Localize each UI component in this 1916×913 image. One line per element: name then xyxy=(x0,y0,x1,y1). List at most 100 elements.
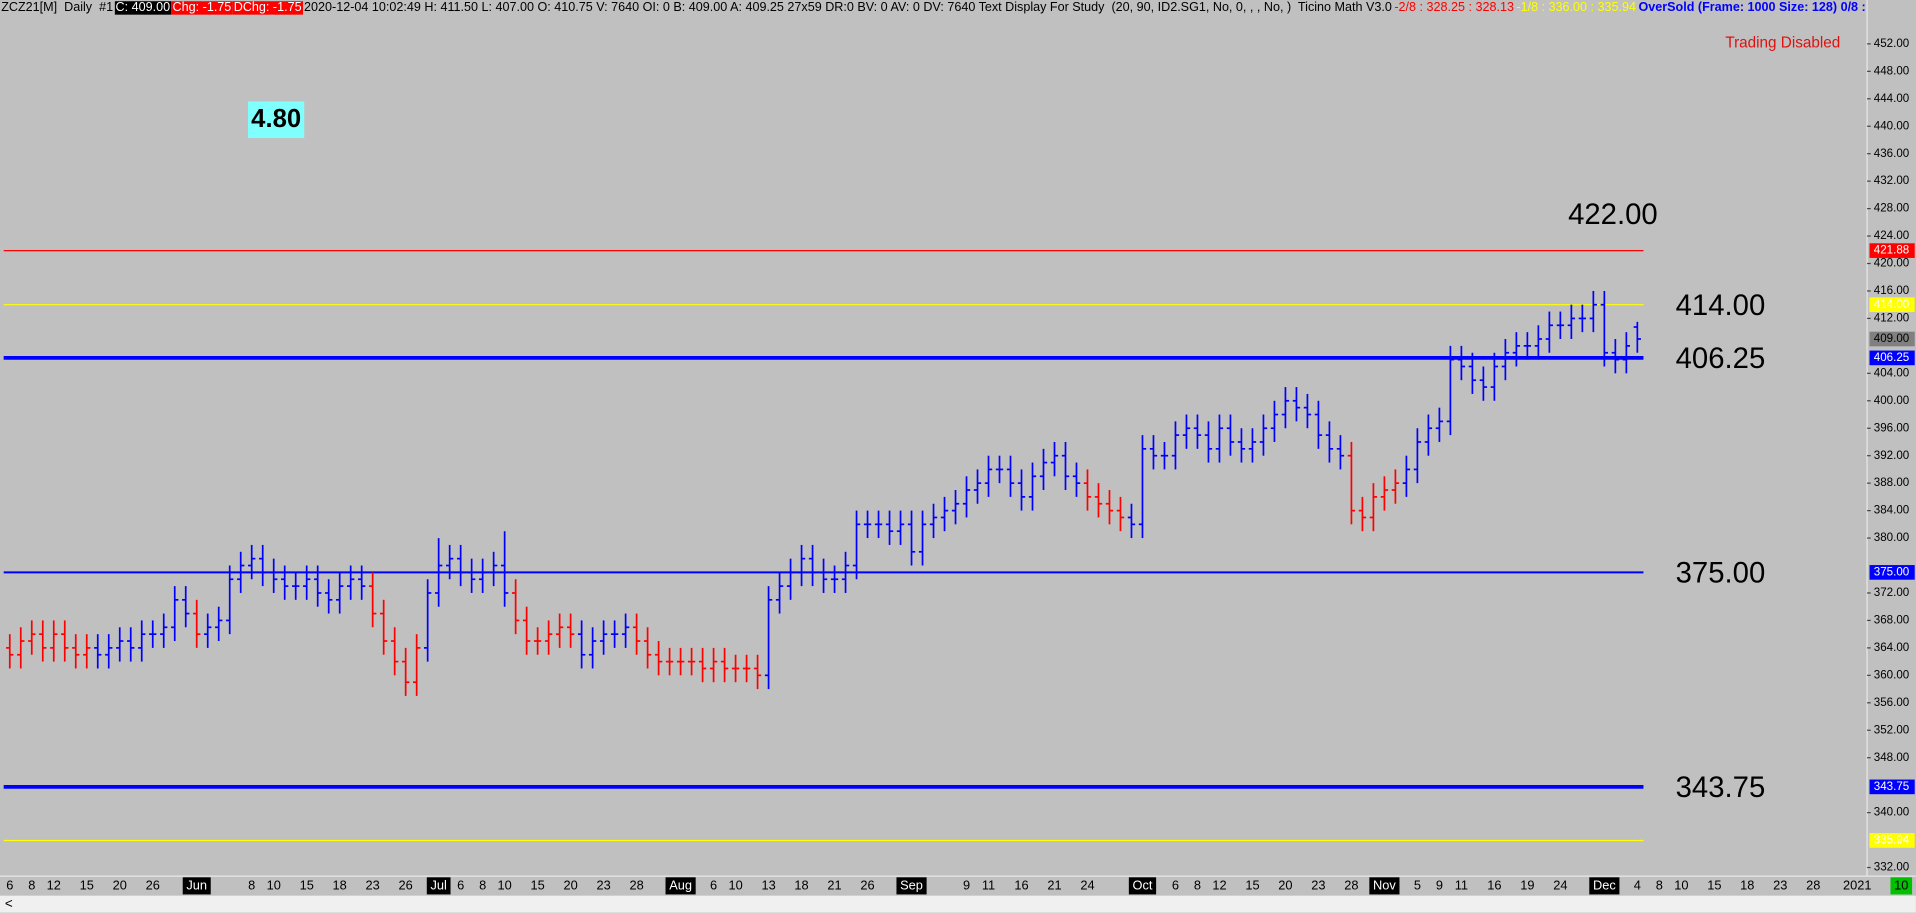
x-tick-label: 5 xyxy=(1414,877,1421,892)
x-tick-label: 23 xyxy=(366,877,380,892)
x-tick-label: 10 xyxy=(1894,877,1908,892)
x-tick-label: 23 xyxy=(1773,877,1787,892)
x-tick-label: 12 xyxy=(1212,877,1226,892)
x-tick-label: 10 xyxy=(728,877,742,892)
x-tick-label: Dec xyxy=(1593,877,1616,892)
level-marker xyxy=(1869,243,1915,258)
level-marker-label: 414.00 xyxy=(1874,298,1909,311)
last-close: C: 409.00 xyxy=(114,1,172,15)
y-tick-label: 356.00 xyxy=(1874,696,1909,709)
x-tick-label: 15 xyxy=(300,877,314,892)
level-callout: 414.00 xyxy=(1676,289,1766,322)
y-tick-label: 396.00 xyxy=(1874,421,1909,434)
x-tick-label: 26 xyxy=(399,877,413,892)
scroll-left[interactable]: < xyxy=(4,896,13,912)
x-tick-label: 11 xyxy=(982,877,995,892)
x-tick-label: 24 xyxy=(1553,877,1567,892)
level-marker xyxy=(1869,833,1915,848)
y-tick-label: 384.00 xyxy=(1874,504,1909,517)
x-tick-label: 12 xyxy=(47,877,61,892)
level-marker xyxy=(1869,297,1915,313)
header: ZCZ21[M] Daily #1 C: 409.00 Chg: -1.75 DChg… xyxy=(0,0,1866,17)
x-tick-label: Oct xyxy=(1133,877,1153,892)
x-tick-label: 15 xyxy=(1707,877,1721,892)
y-tick-label: 444.00 xyxy=(1874,92,1909,105)
level-marker-label: 335.94 xyxy=(1874,834,1910,847)
x-tick-label: 6 xyxy=(1172,877,1179,892)
y-tick-label: 428.00 xyxy=(1874,202,1909,215)
annotation: 422.00 xyxy=(1568,198,1658,231)
x-tick-label: 10 xyxy=(1674,877,1688,892)
x-tick-label: 18 xyxy=(1740,877,1754,892)
y-tick-label: 392.00 xyxy=(1874,449,1909,462)
x-tick-label: 16 xyxy=(1014,877,1028,892)
x-tick-label: 8 xyxy=(248,877,255,892)
x-tick-label: 28 xyxy=(629,877,643,892)
x-label-box xyxy=(1369,877,1400,895)
y-tick-label: 440.00 xyxy=(1874,119,1909,132)
y-tick-label: 368.00 xyxy=(1874,613,1909,626)
y-tick-label: 364.00 xyxy=(1874,641,1909,654)
x-tick-label: 10 xyxy=(498,877,512,892)
level-callout: 406.25 xyxy=(1676,342,1766,375)
level-marker xyxy=(1869,779,1915,795)
y-tick-label: 352.00 xyxy=(1874,723,1909,736)
study-level: OverSold (Frame: 1000 Size: 128) 0/8 : 3… xyxy=(1638,1,1866,15)
x-tick-label: 9 xyxy=(963,877,970,892)
x-label-box xyxy=(1128,877,1157,895)
trading-status: Trading Disabled xyxy=(1725,34,1841,52)
level-marker xyxy=(1869,565,1915,580)
y-tick-label: 412.00 xyxy=(1874,311,1909,324)
daily-change: DChg: -1.75 xyxy=(232,1,303,15)
level-callout: 343.75 xyxy=(1676,771,1766,804)
x-tick-label: 15 xyxy=(1245,877,1259,892)
y-tick-label: 340.00 xyxy=(1874,806,1909,819)
y-tick-label: 424.00 xyxy=(1874,229,1909,242)
y-tick-label: 452.00 xyxy=(1874,37,1909,50)
x-label-box xyxy=(896,877,927,895)
last-price-marker xyxy=(1869,331,1915,347)
y-tick-label: 448.00 xyxy=(1874,64,1909,77)
level-marker-label: 343.75 xyxy=(1874,780,1909,793)
x-tick-label: 21 xyxy=(827,877,841,892)
y-tick-label: 332.00 xyxy=(1874,861,1909,874)
x-tick-label: 20 xyxy=(113,877,127,892)
y-tick-label: 404.00 xyxy=(1874,366,1909,379)
x-tick-label: Aug xyxy=(669,877,692,892)
x-tick-label: 8 xyxy=(1656,877,1663,892)
level-marker-label: 375.00 xyxy=(1874,565,1909,578)
x-tick-label: Sep xyxy=(900,877,923,892)
y-tick-label: 416.00 xyxy=(1874,284,1909,297)
last-price-marker-label: 409.00 xyxy=(1874,332,1909,345)
readout: 4.80 xyxy=(248,101,305,139)
level-marker-label: 421.88 xyxy=(1874,244,1909,257)
x-tick-label: 2021 xyxy=(1843,877,1872,892)
x-tick-label: 24 xyxy=(1080,877,1094,892)
x-tick-label: 6 xyxy=(457,877,464,892)
level-callout: 375.00 xyxy=(1676,557,1766,590)
x-label-box xyxy=(1589,877,1620,895)
x-tick-label: 26 xyxy=(860,877,874,892)
y-tick-label: 380.00 xyxy=(1874,531,1909,544)
y-tick-label: 360.00 xyxy=(1874,668,1909,681)
level-marker-label: 406.25 xyxy=(1874,351,1909,364)
x-tick-label: 8 xyxy=(28,877,35,892)
x-label-box xyxy=(182,877,211,895)
x-tick-label: 9 xyxy=(1436,877,1443,892)
x-tick-label: 11 xyxy=(1455,877,1468,892)
x-tick-label: 21 xyxy=(1047,877,1061,892)
y-tick-label: 432.00 xyxy=(1874,174,1909,187)
y-tick-label: 348.00 xyxy=(1874,751,1909,764)
x-tick-label: 19 xyxy=(1520,877,1534,892)
x-tick-label: 23 xyxy=(596,877,610,892)
level-marker xyxy=(1869,350,1915,366)
y-tick-label: 372.00 xyxy=(1874,586,1909,599)
symbol: ZCZ21[M] Daily #1 xyxy=(1,1,114,15)
study-level: -1/8 : 336.00 : 335.94 xyxy=(1516,1,1637,15)
x-tick-label: Jul xyxy=(430,877,446,892)
x-tick-label: 15 xyxy=(531,877,545,892)
